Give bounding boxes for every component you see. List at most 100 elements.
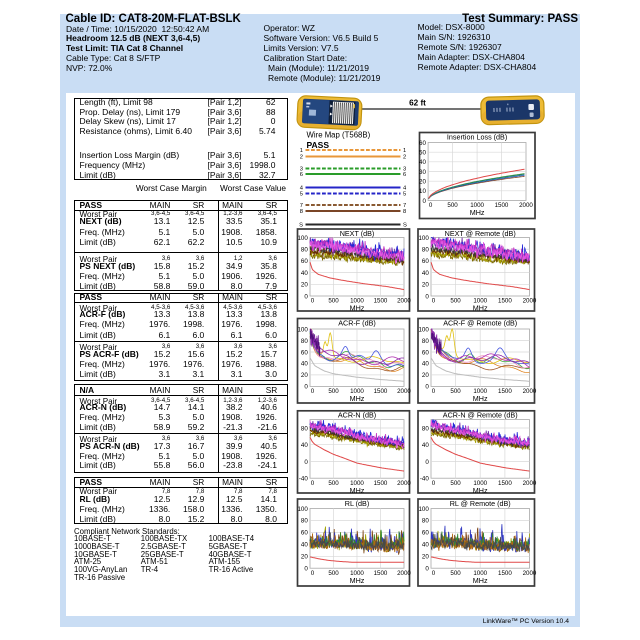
svg-text:500: 500 <box>450 570 461 577</box>
svg-text:50: 50 <box>419 150 426 157</box>
svg-text:0: 0 <box>432 298 436 305</box>
svg-text:1000: 1000 <box>473 298 487 305</box>
svg-text:80: 80 <box>422 247 429 254</box>
svg-text:1500: 1500 <box>498 570 512 577</box>
svg-text:2000: 2000 <box>397 388 411 395</box>
svg-text:40: 40 <box>422 270 429 277</box>
svg-text:MHz: MHz <box>473 394 488 403</box>
svg-text:Insertion Loss (dB): Insertion Loss (dB) <box>447 132 507 141</box>
svg-text:1500: 1500 <box>498 298 512 305</box>
svg-text:0: 0 <box>432 480 436 487</box>
svg-text:-40: -40 <box>299 476 309 483</box>
svg-text:100: 100 <box>297 326 308 333</box>
svg-text:6: 6 <box>300 172 303 178</box>
svg-text:1000: 1000 <box>350 570 364 577</box>
svg-text:40: 40 <box>422 442 429 449</box>
svg-text:2000: 2000 <box>523 298 537 305</box>
svg-text:40: 40 <box>301 442 308 449</box>
svg-text:1000: 1000 <box>473 480 487 487</box>
svg-text:2: 2 <box>403 155 406 161</box>
svg-text:40: 40 <box>301 270 308 277</box>
svg-text:7: 7 <box>403 203 406 209</box>
svg-text:500: 500 <box>328 480 339 487</box>
svg-text:20: 20 <box>301 372 308 379</box>
svg-text:2000: 2000 <box>397 480 411 487</box>
svg-text:80: 80 <box>422 425 429 432</box>
svg-text:60: 60 <box>422 258 429 265</box>
svg-text:S: S <box>299 223 303 229</box>
svg-text:0: 0 <box>425 293 429 300</box>
svg-text:1000: 1000 <box>350 388 364 395</box>
svg-text:MHz: MHz <box>473 486 488 495</box>
svg-text:1: 1 <box>403 148 406 154</box>
svg-text:0: 0 <box>304 384 308 391</box>
svg-text:-40: -40 <box>420 476 430 483</box>
svg-text:1500: 1500 <box>374 388 388 395</box>
svg-text:MHz: MHz <box>350 394 365 403</box>
svg-text:1500: 1500 <box>498 388 512 395</box>
svg-text:0: 0 <box>311 298 315 305</box>
svg-text:20: 20 <box>419 179 426 186</box>
svg-text:0: 0 <box>311 570 315 577</box>
svg-text:1500: 1500 <box>374 298 388 305</box>
svg-text:40: 40 <box>301 542 308 549</box>
svg-text:NEXT @ Remote (dB): NEXT @ Remote (dB) <box>445 229 516 238</box>
svg-text:100: 100 <box>418 326 429 333</box>
svg-text:10: 10 <box>419 188 426 195</box>
svg-text:80: 80 <box>301 247 308 254</box>
svg-text:ACR-N @ Remote (dB): ACR-N @ Remote (dB) <box>443 411 518 420</box>
svg-text:PASS: PASS <box>307 140 330 150</box>
svg-text:0: 0 <box>425 459 429 466</box>
svg-text:4: 4 <box>300 186 304 192</box>
svg-text:40: 40 <box>419 159 426 166</box>
svg-text:MHz: MHz <box>473 576 488 585</box>
svg-text:2000: 2000 <box>523 570 537 577</box>
svg-text:60: 60 <box>419 140 426 147</box>
svg-text:1000: 1000 <box>473 570 487 577</box>
svg-text:20: 20 <box>422 282 429 289</box>
svg-text:NEXT (dB): NEXT (dB) <box>340 229 375 238</box>
svg-text:500: 500 <box>450 388 461 395</box>
svg-text:80: 80 <box>301 518 308 525</box>
svg-text:60: 60 <box>301 258 308 265</box>
svg-text:1000: 1000 <box>473 388 487 395</box>
svg-text:80: 80 <box>422 518 429 525</box>
svg-text:0: 0 <box>304 459 308 466</box>
svg-text:500: 500 <box>328 388 339 395</box>
svg-text:0: 0 <box>311 480 315 487</box>
svg-text:0: 0 <box>425 566 429 573</box>
svg-text:7: 7 <box>300 203 303 209</box>
svg-text:100: 100 <box>297 235 308 242</box>
svg-text:60: 60 <box>422 349 429 356</box>
svg-text:S: S <box>403 223 407 229</box>
svg-text:20: 20 <box>301 282 308 289</box>
svg-text:5: 5 <box>300 192 303 198</box>
svg-text:100: 100 <box>418 506 429 513</box>
svg-text:1500: 1500 <box>498 480 512 487</box>
svg-text:80: 80 <box>301 338 308 345</box>
svg-text:5: 5 <box>403 192 406 198</box>
svg-text:500: 500 <box>328 298 339 305</box>
svg-text:60: 60 <box>301 530 308 537</box>
svg-text:20: 20 <box>422 372 429 379</box>
svg-text:500: 500 <box>450 480 461 487</box>
svg-text:40: 40 <box>422 361 429 368</box>
svg-text:0: 0 <box>304 566 308 573</box>
svg-text:MHz: MHz <box>470 208 485 217</box>
svg-text:2000: 2000 <box>397 570 411 577</box>
svg-text:2000: 2000 <box>523 480 537 487</box>
svg-text:2000: 2000 <box>519 202 533 209</box>
svg-text:1000: 1000 <box>350 480 364 487</box>
svg-text:RL @ Remote (dB): RL @ Remote (dB) <box>450 499 511 508</box>
svg-text:80: 80 <box>422 338 429 345</box>
svg-text:2000: 2000 <box>397 298 411 305</box>
svg-text:0: 0 <box>311 388 315 395</box>
svg-text:MHz: MHz <box>473 304 488 313</box>
svg-text:3: 3 <box>300 167 303 173</box>
svg-text:60: 60 <box>301 349 308 356</box>
svg-text:0: 0 <box>422 198 426 205</box>
svg-text:500: 500 <box>450 298 461 305</box>
svg-text:500: 500 <box>328 570 339 577</box>
svg-text:80: 80 <box>301 425 308 432</box>
svg-text:1500: 1500 <box>495 202 509 209</box>
